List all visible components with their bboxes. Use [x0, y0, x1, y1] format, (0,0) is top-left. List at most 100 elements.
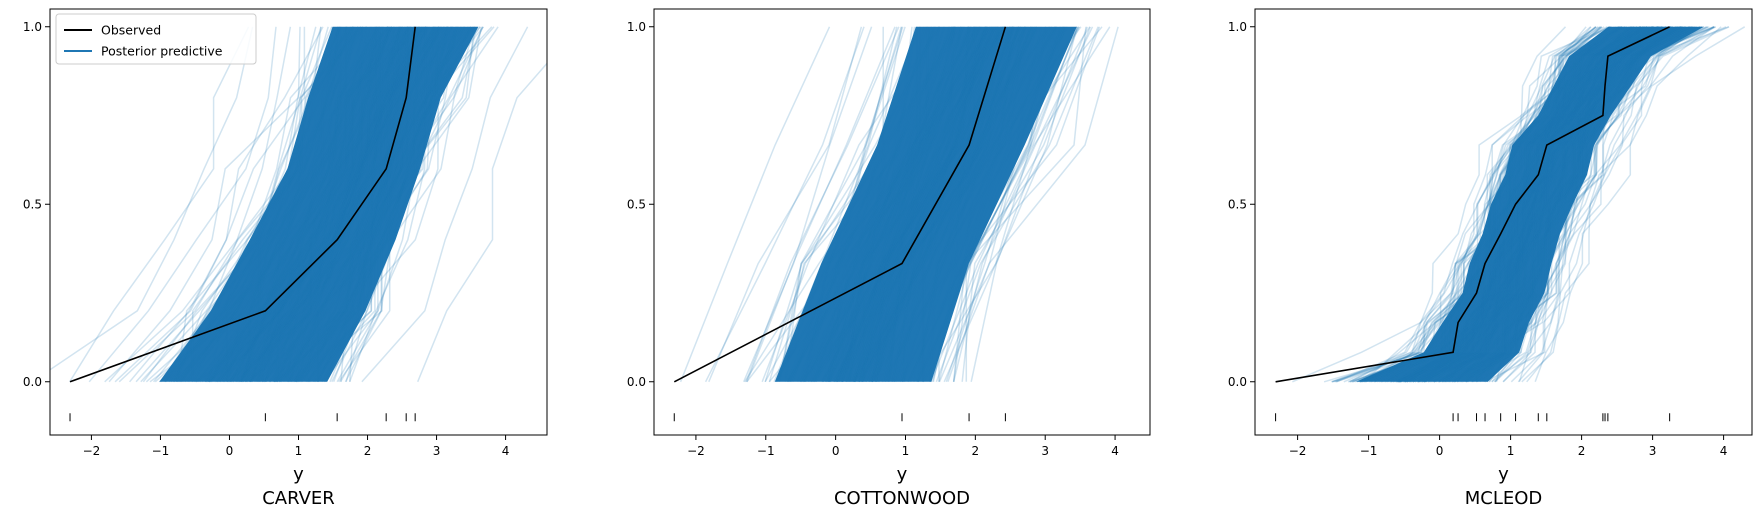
posterior-predictive-line — [287, 26, 436, 383]
posterior-predictive-line — [1464, 26, 1678, 383]
posterior-predictive-line — [874, 26, 1021, 382]
posterior-predictive-line — [1451, 26, 1690, 383]
posterior-predictive-line — [290, 26, 458, 383]
posterior-predictive-line — [50, 26, 254, 371]
posterior-predictive-line — [278, 26, 459, 383]
posterior-predictive-line — [205, 26, 382, 383]
posterior-predictive-line — [1425, 26, 1652, 383]
posterior-predictive-line — [164, 26, 362, 383]
posterior-predictive-line — [1354, 26, 1602, 383]
posterior-predictive-line — [799, 26, 935, 383]
observed-line — [673, 26, 1007, 383]
posterior-predictive-line — [1405, 26, 1646, 383]
posterior-predictive-line — [1362, 26, 1623, 383]
x-tick-label: −1 — [757, 444, 775, 458]
posterior-predictive-line — [1423, 26, 1654, 383]
posterior-predictive-line — [1406, 26, 1646, 383]
posterior-predictive-line — [204, 26, 389, 383]
posterior-predictive-line — [1502, 26, 1730, 383]
posterior-predictive-line — [1435, 26, 1666, 383]
posterior-predictive-line — [1421, 26, 1633, 383]
posterior-predictive-line — [307, 26, 454, 383]
posterior-predictive-line — [743, 26, 873, 383]
posterior-predictive-line — [294, 26, 437, 383]
posterior-predictive-line — [1494, 26, 1708, 383]
posterior-predictive-line — [679, 26, 831, 383]
posterior-predictive-line — [901, 26, 1103, 383]
posterior-predictive-line — [842, 26, 998, 383]
posterior-predictive-lines — [50, 26, 547, 383]
posterior-predictive-line — [176, 26, 349, 383]
posterior-predictive-line — [258, 26, 434, 383]
posterior-predictive-line — [245, 26, 427, 383]
posterior-predictive-line — [888, 26, 1013, 382]
posterior-predictive-line — [195, 26, 409, 383]
posterior-predictive-line — [930, 26, 1111, 383]
posterior-predictive-line — [871, 26, 1012, 383]
posterior-predictive-line — [821, 26, 953, 383]
posterior-predictive-line — [251, 26, 440, 383]
posterior-predictive-line — [952, 26, 1091, 382]
posterior-predictive-line — [1384, 26, 1645, 383]
posterior-predictive-line — [764, 26, 921, 383]
posterior-predictive-line — [1521, 26, 1722, 383]
posterior-predictive-line — [1360, 26, 1623, 383]
posterior-predictive-line — [1510, 26, 1715, 383]
posterior-predictive-line — [1425, 26, 1655, 383]
posterior-predictive-line — [193, 26, 348, 383]
posterior-predictive-line — [835, 26, 1007, 383]
posterior-predictive-line — [1408, 26, 1663, 383]
posterior-predictive-line — [1350, 26, 1610, 383]
x-tick-label: 0 — [226, 444, 234, 458]
posterior-predictive-line — [1427, 26, 1677, 383]
posterior-predictive-line — [1465, 26, 1715, 383]
posterior-predictive-line — [234, 26, 401, 383]
posterior-predictive-line — [1438, 26, 1701, 383]
posterior-predictive-line — [307, 26, 435, 383]
posterior-predictive-line — [274, 26, 449, 383]
posterior-predictive-line — [195, 26, 367, 383]
posterior-predictive-line — [1495, 26, 1701, 382]
posterior-predictive-line — [208, 26, 381, 383]
posterior-predictive-line — [1425, 26, 1654, 383]
posterior-predictive-line — [331, 26, 457, 383]
x-tick-label: −1 — [1360, 444, 1378, 458]
posterior-predictive-line — [1423, 26, 1653, 383]
posterior-predictive-line — [787, 26, 982, 383]
posterior-predictive-line — [1428, 26, 1667, 383]
posterior-predictive-line — [1534, 26, 1746, 383]
posterior-predictive-line — [860, 26, 988, 382]
posterior-predictive-line — [887, 26, 1020, 383]
posterior-predictive-line — [1491, 26, 1705, 383]
posterior-predictive-line — [301, 26, 465, 383]
posterior-predictive-line — [784, 26, 927, 382]
posterior-predictive-line — [1421, 26, 1646, 383]
posterior-predictive-line — [1404, 26, 1661, 383]
posterior-predictive-line — [1409, 26, 1644, 383]
posterior-predictive-line — [244, 26, 411, 383]
posterior-predictive-line — [258, 26, 445, 383]
posterior-predictive-line — [1392, 26, 1664, 383]
posterior-predictive-line — [308, 26, 476, 383]
posterior-predictive-line — [216, 26, 378, 383]
posterior-predictive-line — [180, 26, 355, 383]
observed-line — [69, 26, 416, 383]
x-tick-label: 0 — [1436, 444, 1444, 458]
posterior-predictive-line — [1494, 26, 1695, 383]
posterior-predictive-line — [1397, 26, 1643, 383]
posterior-predictive-line — [827, 26, 971, 383]
posterior-predictive-line — [804, 26, 930, 382]
posterior-predictive-line — [907, 26, 1067, 383]
posterior-predictive-line — [836, 26, 962, 382]
legend-label: Posterior predictive — [101, 44, 223, 59]
posterior-predictive-line — [1406, 26, 1641, 383]
posterior-predictive-line — [970, 26, 1088, 382]
posterior-predictive-line — [295, 26, 439, 383]
posterior-predictive-line — [308, 26, 476, 383]
posterior-predictive-line — [922, 26, 1023, 382]
posterior-predictive-line — [217, 26, 400, 383]
posterior-predictive-line — [1361, 26, 1609, 383]
posterior-predictive-line — [241, 26, 417, 383]
posterior-predictive-line — [853, 26, 991, 382]
posterior-predictive-line — [865, 26, 1027, 383]
